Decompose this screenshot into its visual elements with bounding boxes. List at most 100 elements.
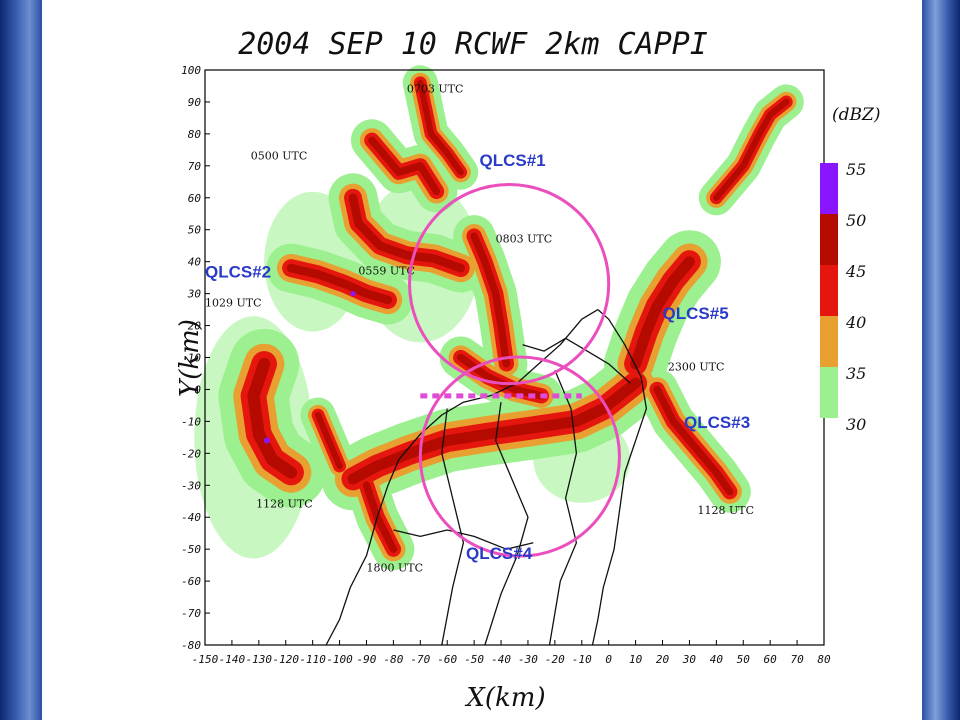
x-tick-label: -50 [464,653,484,666]
x-tick-label: -120 [272,653,299,666]
echo-band-7-level-3 [347,377,642,485]
echo-peak-cell [263,437,270,444]
echo-peak-cell [350,291,356,297]
time-label: 1029 UTC [205,296,262,309]
x-tick-label: -40 [491,653,511,666]
x-tick-label: -110 [299,653,326,666]
time-label: 0803 UTC [496,233,553,246]
y-tick-label: 0 [194,383,201,396]
colorbar-segment [820,265,838,316]
boundary-line-4 [548,370,578,646]
time-labels: 0703 UTC 0500 UTC 0803 UTC 0559 UTC 1029 UTC… [205,82,754,574]
colorbar-segment [820,367,838,418]
x-tick-label: -30 [518,653,538,666]
y-tick-label: 30 [187,288,202,301]
boundary-line-0 [325,309,599,646]
y-tick-label: -10 [181,415,201,428]
echo-band-2-level-3 [417,79,464,176]
boundary-line-3 [441,408,465,646]
qlcs-label: QLCS#5 [663,304,729,323]
y-tick-label: 40 [188,256,202,269]
x-tick-label: -90 [357,653,377,666]
x-tick-label: 70 [790,653,804,666]
colorbar-segment [820,214,838,265]
x-tick-label: 80 [817,653,831,666]
echo-band-10-level-3 [653,385,734,496]
slide-right-border [922,0,960,720]
colorbar-segment [820,316,838,367]
y-tick-label: -70 [181,607,201,620]
x-tick-label: 20 [656,653,670,666]
qlcs-label: QLCS#4 [466,544,533,563]
qlcs-label: QLCS#3 [684,413,750,432]
time-label: 0500 UTC [251,149,308,162]
y-tick-label: 70 [188,160,202,173]
y-tick-label: -80 [181,639,201,652]
y-tick-label: -30 [181,479,201,492]
echo-band-0-level-3 [348,193,465,273]
radar-figure: 2004 SEP 10 RCWF 2km CAPPI -150 -140 -130-… [175,27,880,713]
y-tick-label: 80 [188,128,202,141]
y-axis-label: Y(km) [175,319,205,397]
boundary-line-2 [484,402,529,646]
y-tick-label: -40 [181,511,201,524]
colorbar-label: 45 [845,262,866,281]
time-label: 1800 UTC [366,562,423,575]
time-label: 1128 UTC [256,498,313,511]
colorbar: 55 50 45 40 35 30 [820,160,866,434]
echo-band-11-level-3 [713,98,790,201]
slide-left-border [0,0,42,720]
x-axis-label: X(km) [464,683,545,713]
y-tick-label: 60 [188,192,202,205]
echo-band-9-level-3 [630,256,695,370]
y-tick-label: -20 [181,447,201,460]
qlcs-annotations: QLCS#1 QLCS#2 QLCS#5 QLCS#3 QLCS#4 [205,151,750,563]
colorbar-label: 55 [846,160,866,179]
chart-title: 2004 SEP 10 RCWF 2km CAPPI [238,27,708,62]
qlcs-label: QLCS#1 [480,151,546,170]
x-tick-label: 60 [764,653,778,666]
time-label: 1128 UTC [698,504,755,517]
y-tick-label: -60 [181,575,201,588]
echo-band-1-level-3 [368,136,441,196]
y-tick-label: 20 [188,320,202,333]
colorbar-label: 50 [846,211,866,230]
x-tick-label: 50 [737,653,751,666]
y-tick-label: -50 [181,543,201,556]
x-tick-label: -70 [410,653,430,666]
echo-band-5-level-3 [247,357,298,479]
y-tick-label: 90 [188,96,202,109]
time-label: 0559 UTC [358,264,415,277]
echo-band-6-level-3 [314,411,343,470]
y-axis: 1009080706050403020100-10-20-30-40-50-60… [181,64,210,652]
x-tick-label: 30 [682,653,697,666]
time-label: 2300 UTC [668,360,725,373]
x-tick-label: -60 [437,653,457,666]
echo-band-4-level-3 [286,263,393,305]
time-label: 0703 UTC [407,82,464,95]
boundary-line-1 [591,309,648,646]
x-tick-label: -130 [246,653,273,666]
colorbar-segment [820,163,838,214]
y-tick-label: 10 [188,352,202,365]
y-tick-label: 50 [188,224,202,237]
colorbar-unit: (dBZ) [832,105,880,125]
reflectivity-field [194,65,804,571]
echo-band-3-level-3 [470,232,511,368]
coastline-boundary [325,309,648,646]
colorbar-label: 30 [846,415,866,434]
x-tick-label: -150 [192,653,219,666]
colorbar-label: 40 [845,313,866,332]
qlcs-label: QLCS#2 [205,263,271,282]
x-axis: -150 -140 -130 -120 -110 -100 -90 -80 -70 -60 -50-… [192,640,831,666]
x-tick-label: 0 [605,653,612,666]
x-tick-label: 10 [629,653,643,666]
x-tick-label: -140 [219,653,246,666]
colorbar-label: 35 [846,364,866,383]
slide-canvas: 2004 SEP 10 RCWF 2km CAPPI -150 -140 -130-… [42,0,922,720]
x-tick-label: -100 [326,653,353,666]
qlcs-circle-0 [408,182,611,386]
x-tick-label: -80 [383,653,403,666]
y-tick-label: 100 [181,64,201,77]
x-tick-label: -20 [545,653,565,666]
